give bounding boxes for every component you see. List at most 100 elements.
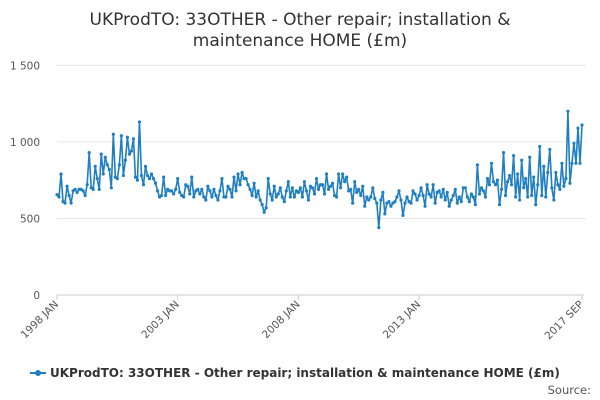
gridlines	[57, 64, 586, 219]
data-point	[292, 195, 296, 199]
data-point	[123, 158, 127, 162]
data-point	[343, 180, 347, 184]
data-point	[115, 177, 119, 181]
data-point	[415, 198, 419, 202]
data-point	[206, 184, 210, 188]
x-tick-label: 1998 JAN	[19, 299, 61, 341]
data-point	[389, 204, 393, 208]
data-point	[455, 201, 459, 205]
data-point	[427, 192, 431, 196]
data-point	[528, 155, 532, 159]
data-point	[310, 186, 315, 190]
data-point	[160, 193, 164, 198]
data-point	[186, 184, 190, 188]
data-point	[103, 155, 107, 159]
data-point	[234, 189, 238, 193]
data-point	[153, 181, 158, 185]
data-point	[306, 198, 311, 202]
data-point	[133, 175, 138, 179]
data-point	[548, 147, 552, 152]
data-point	[576, 126, 580, 130]
data-point	[236, 172, 240, 176]
data-point	[467, 199, 471, 204]
data-point	[479, 186, 484, 190]
data-point	[93, 164, 97, 168]
data-point	[339, 186, 343, 190]
data-point	[387, 199, 391, 204]
data-point	[403, 201, 407, 205]
data-point	[172, 192, 176, 196]
data-point	[276, 192, 280, 196]
data-point	[232, 175, 236, 179]
data-point	[491, 180, 496, 184]
series-line	[56, 110, 583, 229]
data-point	[371, 186, 375, 190]
data-point	[514, 195, 518, 199]
data-point	[518, 198, 522, 202]
data-point	[570, 161, 574, 165]
data-point	[355, 190, 359, 195]
chart-title-line-1: UKProdTO: 33OTHER - Other repair; instal…	[90, 10, 511, 30]
data-point	[421, 193, 425, 198]
data-point	[57, 195, 61, 199]
source-label[interactable]: Source:	[548, 383, 591, 397]
data-point	[109, 186, 113, 190]
x-tick-label: 2013 JAN	[381, 299, 423, 341]
data-point	[560, 161, 564, 165]
data-point	[304, 189, 309, 193]
legend[interactable]: UKProdTO: 33OTHER - Other repair; instal…	[30, 366, 560, 380]
data-point	[244, 177, 248, 181]
data-point	[495, 178, 500, 182]
data-point	[453, 187, 457, 191]
data-point	[312, 192, 317, 196]
data-point	[381, 190, 385, 195]
data-point	[182, 195, 186, 199]
data-point	[520, 158, 524, 162]
data-point	[284, 189, 288, 193]
data-point	[507, 173, 512, 178]
data-point	[437, 189, 441, 193]
data-point	[200, 187, 204, 191]
data-point	[143, 164, 148, 168]
data-point	[542, 164, 546, 168]
data-point	[489, 161, 494, 165]
data-point	[487, 183, 492, 187]
data-point	[117, 163, 121, 167]
data-point	[192, 195, 196, 199]
data-point	[250, 193, 254, 198]
data-point	[483, 195, 488, 199]
data-point	[465, 195, 469, 199]
data-point	[411, 189, 415, 193]
data-point	[351, 201, 355, 205]
series-plot	[55, 109, 584, 230]
data-point	[208, 189, 212, 193]
data-point	[522, 186, 526, 190]
data-point	[397, 189, 401, 193]
data-point	[481, 189, 486, 193]
data-point	[316, 187, 321, 191]
data-point	[580, 123, 584, 127]
data-point	[274, 195, 278, 199]
x-tick-label: 2017 SEP	[542, 299, 586, 343]
data-point	[449, 198, 453, 202]
data-point	[337, 172, 341, 176]
data-point	[322, 192, 327, 196]
data-point	[131, 137, 136, 141]
data-point	[300, 195, 304, 199]
y-tick-label: 1 000	[10, 137, 40, 149]
data-point	[328, 184, 333, 188]
data-point	[359, 193, 363, 198]
data-point	[196, 187, 200, 191]
data-point	[572, 141, 576, 146]
data-point	[107, 167, 111, 172]
data-point	[81, 189, 85, 193]
data-point	[224, 195, 228, 199]
data-point	[361, 184, 365, 188]
data-point	[510, 183, 514, 187]
data-point	[286, 180, 290, 184]
data-point	[405, 195, 409, 199]
data-point	[566, 109, 570, 113]
data-point	[503, 193, 508, 198]
data-point	[324, 172, 329, 176]
